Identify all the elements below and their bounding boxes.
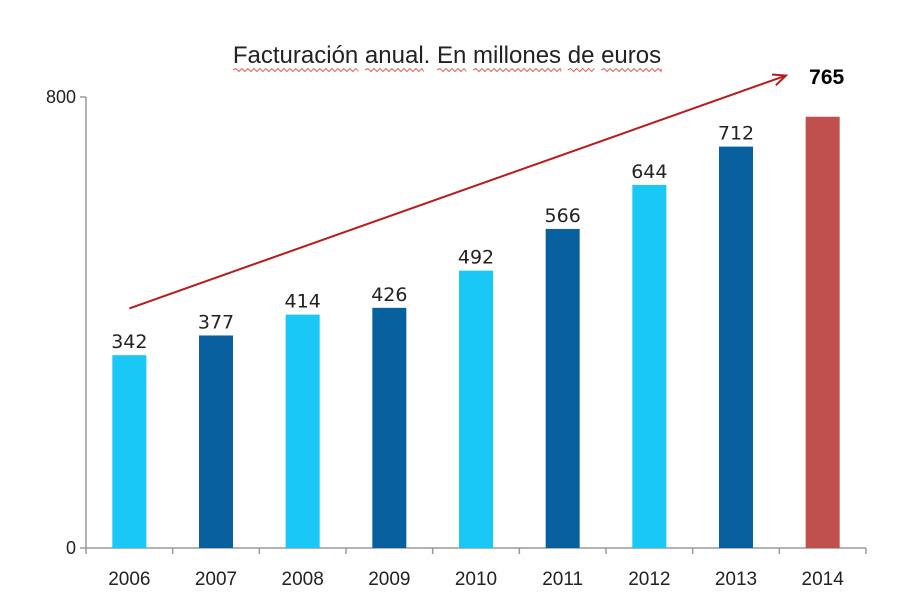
bar-2007 [199, 335, 233, 548]
data-label-2007: 377 [198, 311, 234, 333]
bar-2013 [719, 146, 753, 549]
x-tick-label: 2007 [195, 569, 237, 590]
title-underline-3 [472, 67, 562, 73]
x-tick-label: 2009 [368, 569, 410, 590]
x-tick-label: 2014 [802, 569, 845, 590]
y-tick-label: 0 [66, 538, 76, 558]
title-underline-0 [232, 67, 359, 73]
data-label-2011: 566 [545, 205, 581, 227]
trend-arrow [128, 73, 789, 310]
title-underline-2 [436, 67, 467, 73]
data-label-2009: 426 [371, 284, 407, 306]
x-tick-label: 2010 [455, 569, 497, 590]
data-label-2013: 712 [718, 123, 754, 145]
bar-2014 [805, 116, 840, 548]
x-tick-label: 2012 [628, 569, 670, 590]
data-label-2008: 414 [285, 291, 321, 313]
title-spellcheck-underlines [232, 67, 662, 73]
title-underline-5 [600, 67, 662, 73]
trend-arrow-line [128, 74, 787, 310]
data-label-2006: 342 [111, 331, 147, 353]
bar-2006 [112, 355, 147, 548]
bar-2009 [372, 307, 407, 548]
title-underline-1 [364, 67, 425, 73]
data-label-2012: 644 [631, 161, 667, 183]
x-tick-label: 2011 [542, 569, 583, 590]
x-axis-ticks [85, 548, 867, 554]
data-labels: 342 377 414 426 492 566 644 712 765 [111, 66, 844, 353]
bar-2011 [545, 228, 580, 549]
x-tick-label: 2013 [715, 569, 757, 590]
bar-2010 [459, 270, 493, 548]
chart-title: Facturación anual. En millones de euros [233, 42, 661, 69]
y-axis-ticks: 0 800 [46, 87, 86, 558]
bar-2012 [632, 184, 667, 548]
bars [112, 116, 840, 549]
data-label-2010: 492 [458, 247, 494, 269]
data-label-2014: 765 [809, 66, 844, 89]
trend-arrow-head [771, 73, 789, 86]
y-tick-label: 800 [46, 87, 76, 107]
x-axis-labels: 2006 2007 2008 2009 2010 2011 2012 2013 2014 [108, 569, 844, 590]
title-underline-4 [567, 67, 595, 73]
x-tick-label: 2008 [282, 569, 324, 590]
x-tick-label: 2006 [108, 569, 150, 590]
bar-2008 [285, 314, 320, 548]
